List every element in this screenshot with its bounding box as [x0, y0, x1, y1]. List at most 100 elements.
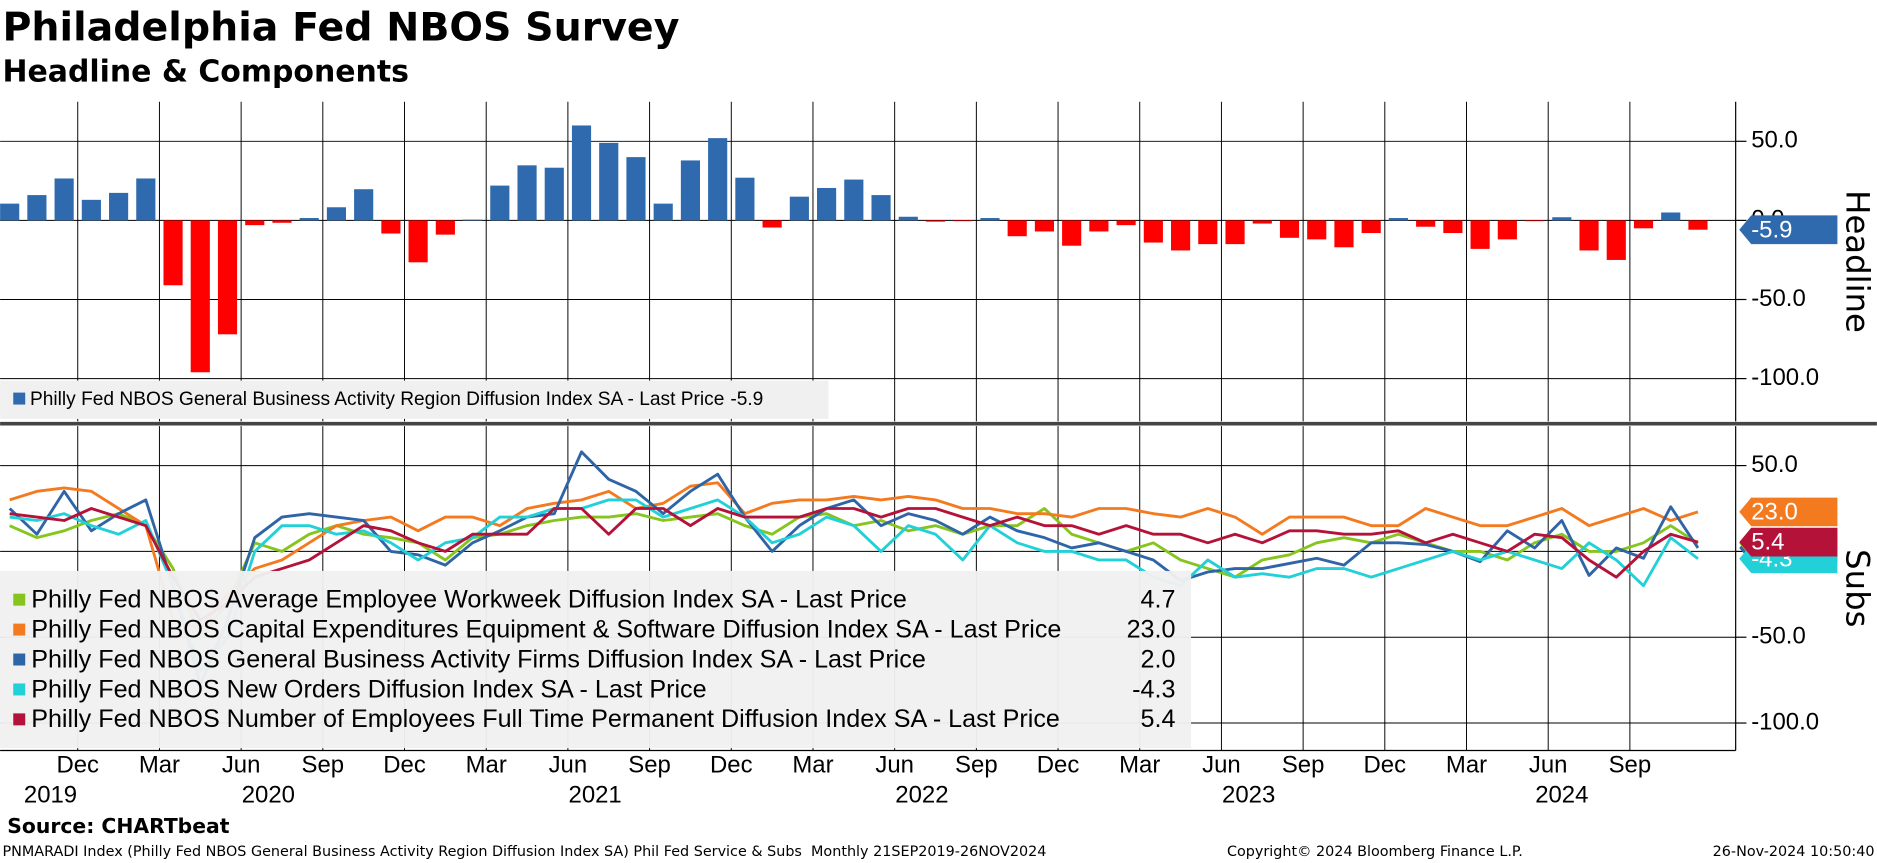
last-price-tag-label: 23.0 [1751, 498, 1798, 525]
y-tick-label: 50.0 [1751, 127, 1798, 154]
bar [1225, 220, 1245, 245]
bar [1443, 220, 1463, 234]
last-price-tag [1739, 215, 1838, 245]
legend-last: -4.3 [1132, 675, 1175, 703]
x-tick-label: Jun [1202, 751, 1241, 778]
bar [245, 220, 265, 226]
bar [54, 178, 74, 221]
legend-name: Philly Fed NBOS General Business Activit… [30, 389, 724, 410]
bar [599, 142, 619, 221]
x-tick-label: Mar [1119, 751, 1160, 778]
last-price-tag-label: -5.9 [1751, 216, 1792, 243]
legend-last: 23.0 [1127, 615, 1176, 643]
bar [1497, 220, 1517, 240]
bar [109, 192, 129, 221]
x-tick-label: Dec [1037, 751, 1080, 778]
bar [1552, 217, 1572, 221]
bar [1388, 218, 1409, 221]
bar [571, 125, 592, 221]
x-tick-label: Sep [1609, 751, 1652, 778]
series-line [9, 498, 1699, 673]
bar [1307, 220, 1327, 240]
footer-left: PNMARADI Index (Philly Fed NBOS General … [2, 844, 1046, 860]
series-line [9, 507, 1699, 622]
year-label: 2024 [1535, 781, 1588, 808]
last-price-tag [1739, 497, 1838, 527]
bar [980, 218, 1000, 221]
x-tick-label: Mar [792, 751, 833, 778]
bar [1171, 220, 1191, 251]
legend-swatch [13, 653, 26, 666]
chart-title: Philadelphia Fed NBOS Survey [2, 4, 679, 50]
bar [1089, 220, 1109, 232]
legend-last: -5.9 [730, 389, 763, 410]
bar [136, 178, 156, 221]
bar [517, 165, 537, 221]
y-tick-label: -100.0 [1751, 364, 1819, 391]
bar [190, 220, 210, 373]
x-tick-label: Dec [383, 751, 426, 778]
year-label: 2019 [24, 781, 77, 808]
bar [81, 199, 101, 221]
legend-last: 4.7 [1141, 586, 1176, 614]
bar [680, 160, 701, 221]
bar [463, 219, 483, 221]
y-tick-label: -100.0 [1751, 708, 1819, 735]
legend-name: Philly Fed NBOS New Orders Diffusion Ind… [31, 675, 706, 703]
year-label: 2020 [242, 781, 295, 808]
bar [1062, 220, 1082, 246]
bar [354, 189, 374, 221]
year-label: 2021 [569, 781, 622, 808]
series-line [8, 450, 1700, 687]
chart-subtitle: Headline & Components [2, 55, 408, 90]
x-tick-label: Jun [549, 751, 588, 778]
bar [1688, 220, 1708, 230]
bar [817, 187, 837, 221]
legend-name: Philly Fed NBOS Number of Employees Full… [31, 705, 1060, 733]
x-tick-label: Dec [1364, 751, 1407, 778]
legend-name: Philly Fed NBOS General Business Activit… [31, 645, 926, 673]
bar [27, 195, 47, 221]
bar [1579, 220, 1599, 251]
legend-swatch [13, 623, 26, 636]
bar [272, 220, 292, 223]
x-tick-label: Sep [628, 751, 671, 778]
bar [789, 196, 809, 221]
x-tick-label: Mar [139, 751, 180, 778]
bar [844, 179, 864, 221]
legend-swatch [13, 593, 26, 606]
x-tick-label: Dec [56, 751, 99, 778]
bar [1633, 220, 1654, 229]
plot-layer: 50.00.0-50.0-100.0Headline50.00.0-50.0-1… [0, 101, 1877, 808]
x-tick-label: Jun [222, 751, 261, 778]
y-tick-label: -50.0 [1751, 623, 1806, 650]
bar [1525, 220, 1545, 222]
legend-swatch [13, 713, 26, 726]
bar [1252, 220, 1272, 224]
x-tick-label: Sep [955, 751, 998, 778]
bar [435, 220, 455, 235]
last-price-tag-label: 5.4 [1751, 529, 1784, 556]
legend-box [0, 380, 829, 419]
bar [490, 185, 510, 221]
x-tick-label: Mar [466, 751, 507, 778]
bar [925, 220, 946, 222]
x-tick-label: Sep [1282, 751, 1325, 778]
legend-name: Philly Fed NBOS Average Employee Workwee… [31, 586, 907, 614]
bar [0, 203, 20, 221]
bar [381, 220, 401, 234]
bar [1034, 220, 1055, 232]
bar [1661, 212, 1681, 221]
legend-box [0, 570, 1192, 749]
bar [1606, 220, 1626, 260]
bar [1361, 220, 1381, 234]
x-tick-label: Jun [1529, 751, 1568, 778]
last-price-tag [1739, 527, 1838, 557]
bar [1279, 220, 1300, 238]
bar [163, 220, 183, 286]
bar [326, 207, 347, 221]
bar [217, 220, 238, 335]
bar [762, 220, 782, 228]
bar [1416, 220, 1436, 227]
